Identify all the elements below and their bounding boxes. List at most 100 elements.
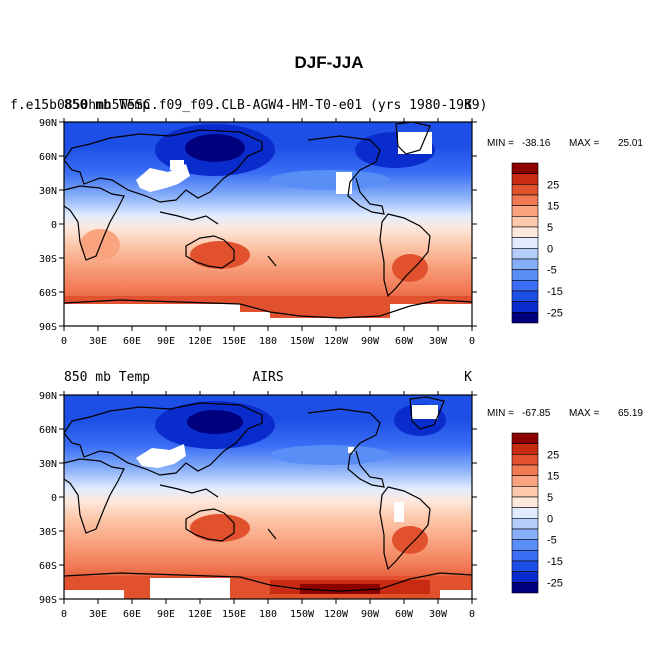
colorbar-box [511, 184, 539, 196]
y-tick-label: 60N [39, 152, 57, 163]
x-tick-label: 0 [61, 609, 67, 620]
axes-observations: 0 30E 60E 90E 120E 150E 180 150W 120W 90W 60W 30W 09… [39, 391, 477, 620]
x-tick-label: 180 [259, 336, 277, 347]
colorbar-box [511, 539, 539, 551]
x-tick-label: 30W [429, 336, 448, 347]
y-tick-label: 0 [51, 493, 57, 504]
colorbar-label: 5 [547, 492, 553, 504]
colorbar-box [511, 475, 539, 487]
colorbar-label: -5 [547, 265, 557, 277]
colorbar-box [511, 162, 539, 174]
colorbar-box [511, 301, 539, 313]
colorbar-label: -15 [547, 556, 563, 568]
colorbar-box [511, 582, 539, 594]
colorbar-label: 15 [547, 471, 559, 483]
colorbar-box [511, 486, 539, 498]
y-tick-label: 90S [39, 322, 57, 333]
x-tick-label: 150E [222, 336, 246, 347]
x-tick-label: 150E [222, 609, 246, 620]
colorbar-box [511, 280, 539, 292]
x-tick-label: 150W [290, 609, 315, 620]
colorbar-label: 0 [547, 513, 553, 525]
colorbar-box [511, 454, 539, 466]
colorbar-box [511, 290, 539, 302]
y-tick-label: 60S [39, 288, 57, 299]
map-field-model [64, 122, 472, 326]
y-tick-label: 90S [39, 595, 57, 606]
min-label: MIN = [487, 138, 514, 149]
min-value: -67.85 [522, 408, 551, 419]
y-tick-label: 30N [39, 186, 57, 197]
colorbar-label: -5 [547, 535, 557, 547]
x-tick-label: 120W [324, 336, 349, 347]
x-tick-label: 120E [188, 336, 212, 347]
coastlines-observations [64, 396, 472, 592]
axes-model: 0 30E 60E 90E 120E 150E 180 150W 120W 90W 60W 30W 09… [39, 118, 477, 347]
colorbar-box [511, 226, 539, 238]
run-label: f.e15b0850hmh5W5SC.f09_f09.CLB-AGW4-HM-T… [10, 98, 487, 113]
colorbar-box [511, 312, 539, 324]
colorbar-box [511, 496, 539, 508]
colorbar-box [511, 205, 539, 217]
x-tick-label: 60W [395, 609, 414, 620]
x-tick-label: 90E [157, 336, 175, 347]
colorbar-label: 0 [547, 243, 553, 255]
panel-model: f.e15b0850hmh5W5SC.f09_f09.CLB-AGW4-HM-T… [10, 98, 643, 347]
y-tick-label: 90N [39, 118, 57, 129]
colorbar-box [511, 464, 539, 476]
colorbar-box [511, 248, 539, 260]
colorbar-box [511, 443, 539, 455]
max-label: MAX = [569, 138, 599, 149]
x-tick-label: 60W [395, 336, 414, 347]
max-label: MAX = [569, 408, 599, 419]
y-tick-label: 60S [39, 561, 57, 572]
x-tick-label: 90W [361, 336, 380, 347]
colorbar-label: 5 [547, 222, 553, 234]
panel-observations: 850 mb Temp AIRS K [39, 370, 643, 620]
x-tick-label: 60E [123, 336, 141, 347]
x-tick-label: 180 [259, 609, 277, 620]
colorbar-box [511, 216, 539, 228]
max-value: 65.19 [618, 408, 643, 419]
map-field-observations [64, 395, 472, 599]
panel-a-left-label: 850 mb Temp [64, 98, 150, 113]
y-tick-label: 30N [39, 459, 57, 470]
x-tick-label: 150W [290, 336, 315, 347]
colorbar-observations: 25 15 5 0 -5 -15 -25 [511, 432, 563, 594]
colorbar-box [511, 507, 539, 519]
colorbar-label: 15 [547, 201, 559, 213]
colorbar-box [511, 269, 539, 281]
min-label: MIN = [487, 408, 514, 419]
panel-b-left-label: 850 mb Temp [64, 370, 150, 385]
x-tick-label: 30E [89, 609, 107, 620]
x-tick-label: 120E [188, 609, 212, 620]
min-value: -38.16 [522, 138, 551, 149]
y-tick-label: 60N [39, 425, 57, 436]
colorbar-box [511, 518, 539, 530]
colorbar-label: -15 [547, 286, 563, 298]
x-tick-label: 90W [361, 609, 380, 620]
max-value: 25.01 [618, 138, 643, 149]
x-tick-label: 30E [89, 336, 107, 347]
x-tick-label: 0 [469, 336, 475, 347]
colorbar-box [511, 571, 539, 583]
y-tick-label: 30S [39, 254, 57, 265]
y-tick-label: 30S [39, 527, 57, 538]
panel-b-center-label: AIRS [252, 370, 283, 385]
colorbar-box [511, 560, 539, 572]
colorbar-box [511, 528, 539, 540]
colorbar-box [511, 173, 539, 185]
x-tick-label: 60E [123, 609, 141, 620]
stats-observations: MIN = -67.85 MAX = 65.19 [487, 408, 643, 419]
x-tick-label: 0 [61, 336, 67, 347]
colorbar-box [511, 550, 539, 562]
x-tick-label: 0 [469, 609, 475, 620]
x-tick-label: 90E [157, 609, 175, 620]
colorbar-label: -25 [547, 577, 563, 589]
colorbar-model: 25 15 5 0 -5 -15 -25 [511, 162, 563, 324]
panel-b-units: K [464, 370, 472, 385]
colorbar-label: 25 [547, 179, 559, 191]
colorbar-box [511, 237, 539, 249]
colorbar-box [511, 258, 539, 270]
